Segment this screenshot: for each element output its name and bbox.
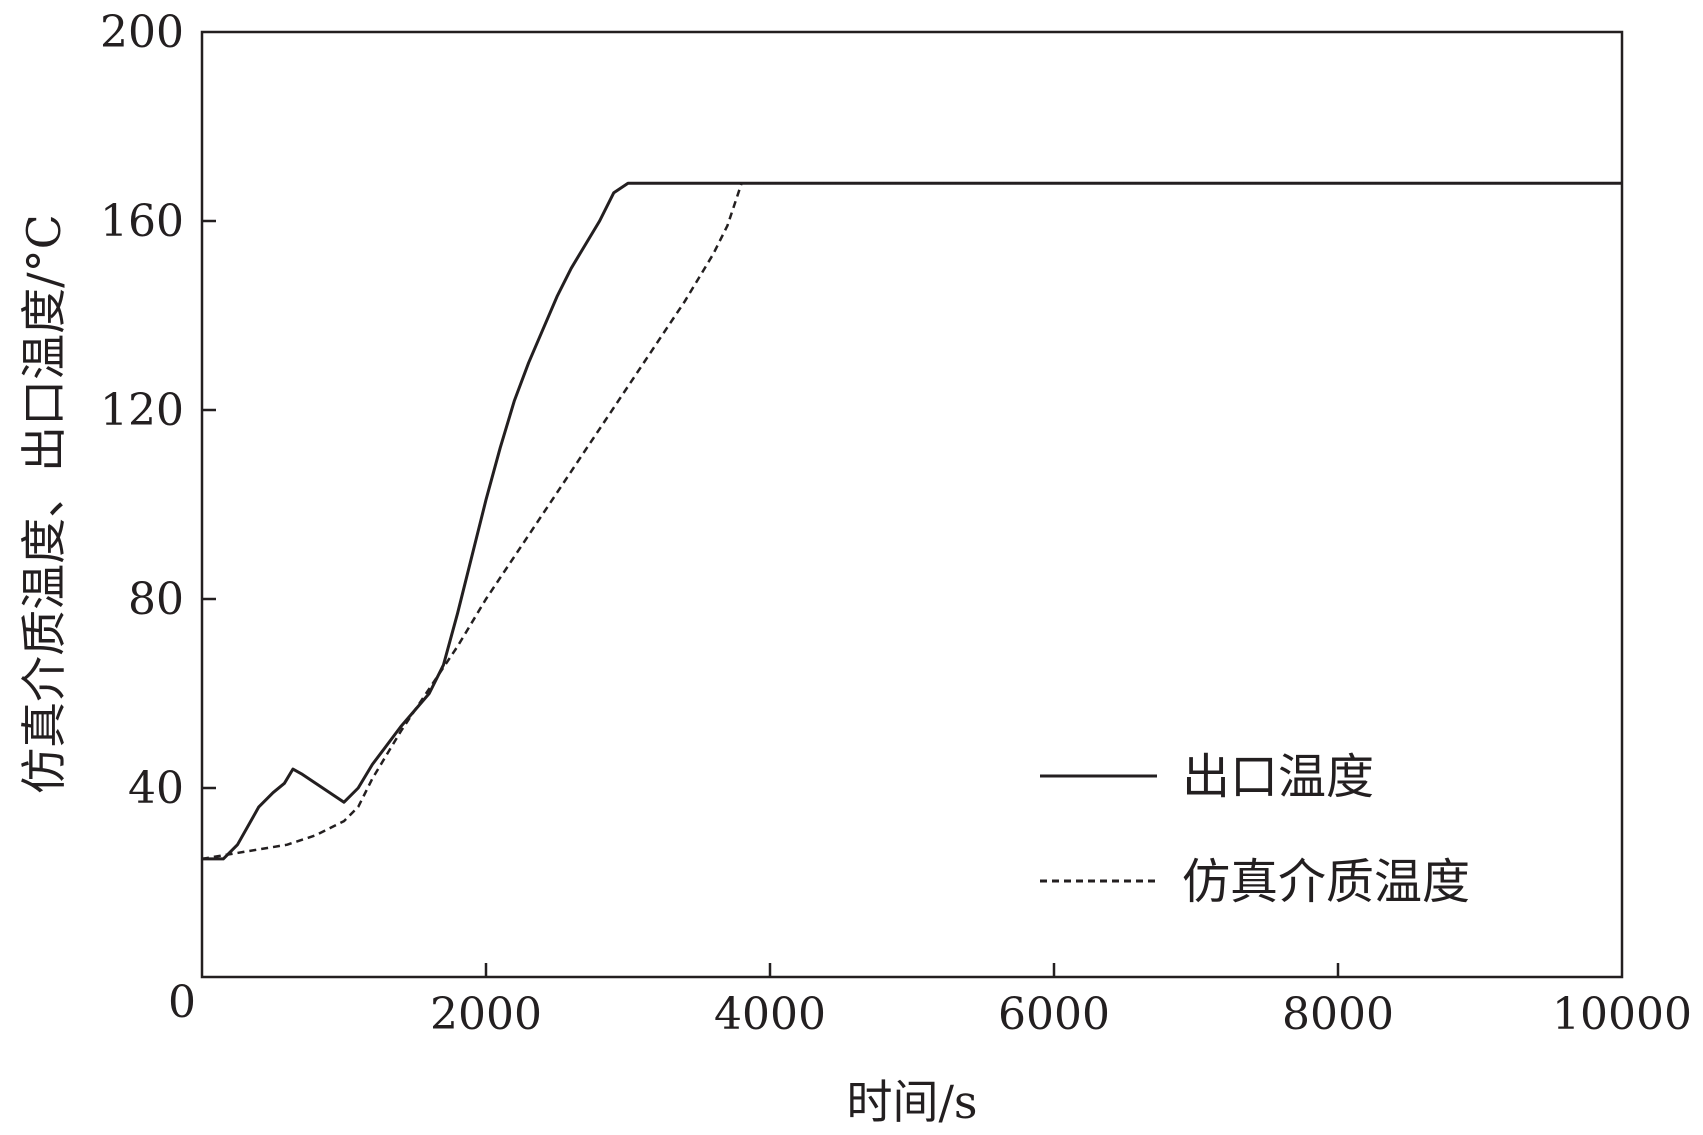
series-line-outlet-temperature	[202, 181, 1622, 861]
x-tick-label: 6000	[998, 989, 1110, 1040]
x-tick-label: 8000	[1282, 989, 1394, 1040]
y-axis-label: 仿真介质温度、出口温度/°C	[17, 214, 71, 794]
series-lines	[201, 181, 1622, 861]
y-tick-label: 200	[100, 7, 184, 58]
y-tick-label: 160	[100, 196, 184, 247]
legend-label-outlet: 出口温度	[1182, 749, 1374, 805]
y-tick-label: 120	[100, 385, 184, 436]
x-axis-label: 时间/s	[846, 1075, 977, 1129]
y-tick-label: 80	[128, 574, 184, 625]
series-line-medium-temperature	[201, 181, 1622, 861]
y-tick-label: 40	[128, 763, 184, 814]
x-tick-label: 4000	[714, 989, 826, 1040]
plot-frame	[200, 30, 1624, 979]
x-tick-label: 10000	[1552, 989, 1692, 1040]
tick-marks	[202, 219, 1340, 977]
legend: 出口温度 仿真介质温度	[1040, 749, 1470, 910]
legend-label-medium: 仿真介质温度	[1182, 854, 1470, 910]
x-tick-label: 2000	[430, 989, 542, 1040]
tick-labels: 0 2000 4000 6000 8000 10000 40 80 120 160 200	[100, 7, 1692, 1040]
x-tick-label: 0	[168, 977, 196, 1028]
